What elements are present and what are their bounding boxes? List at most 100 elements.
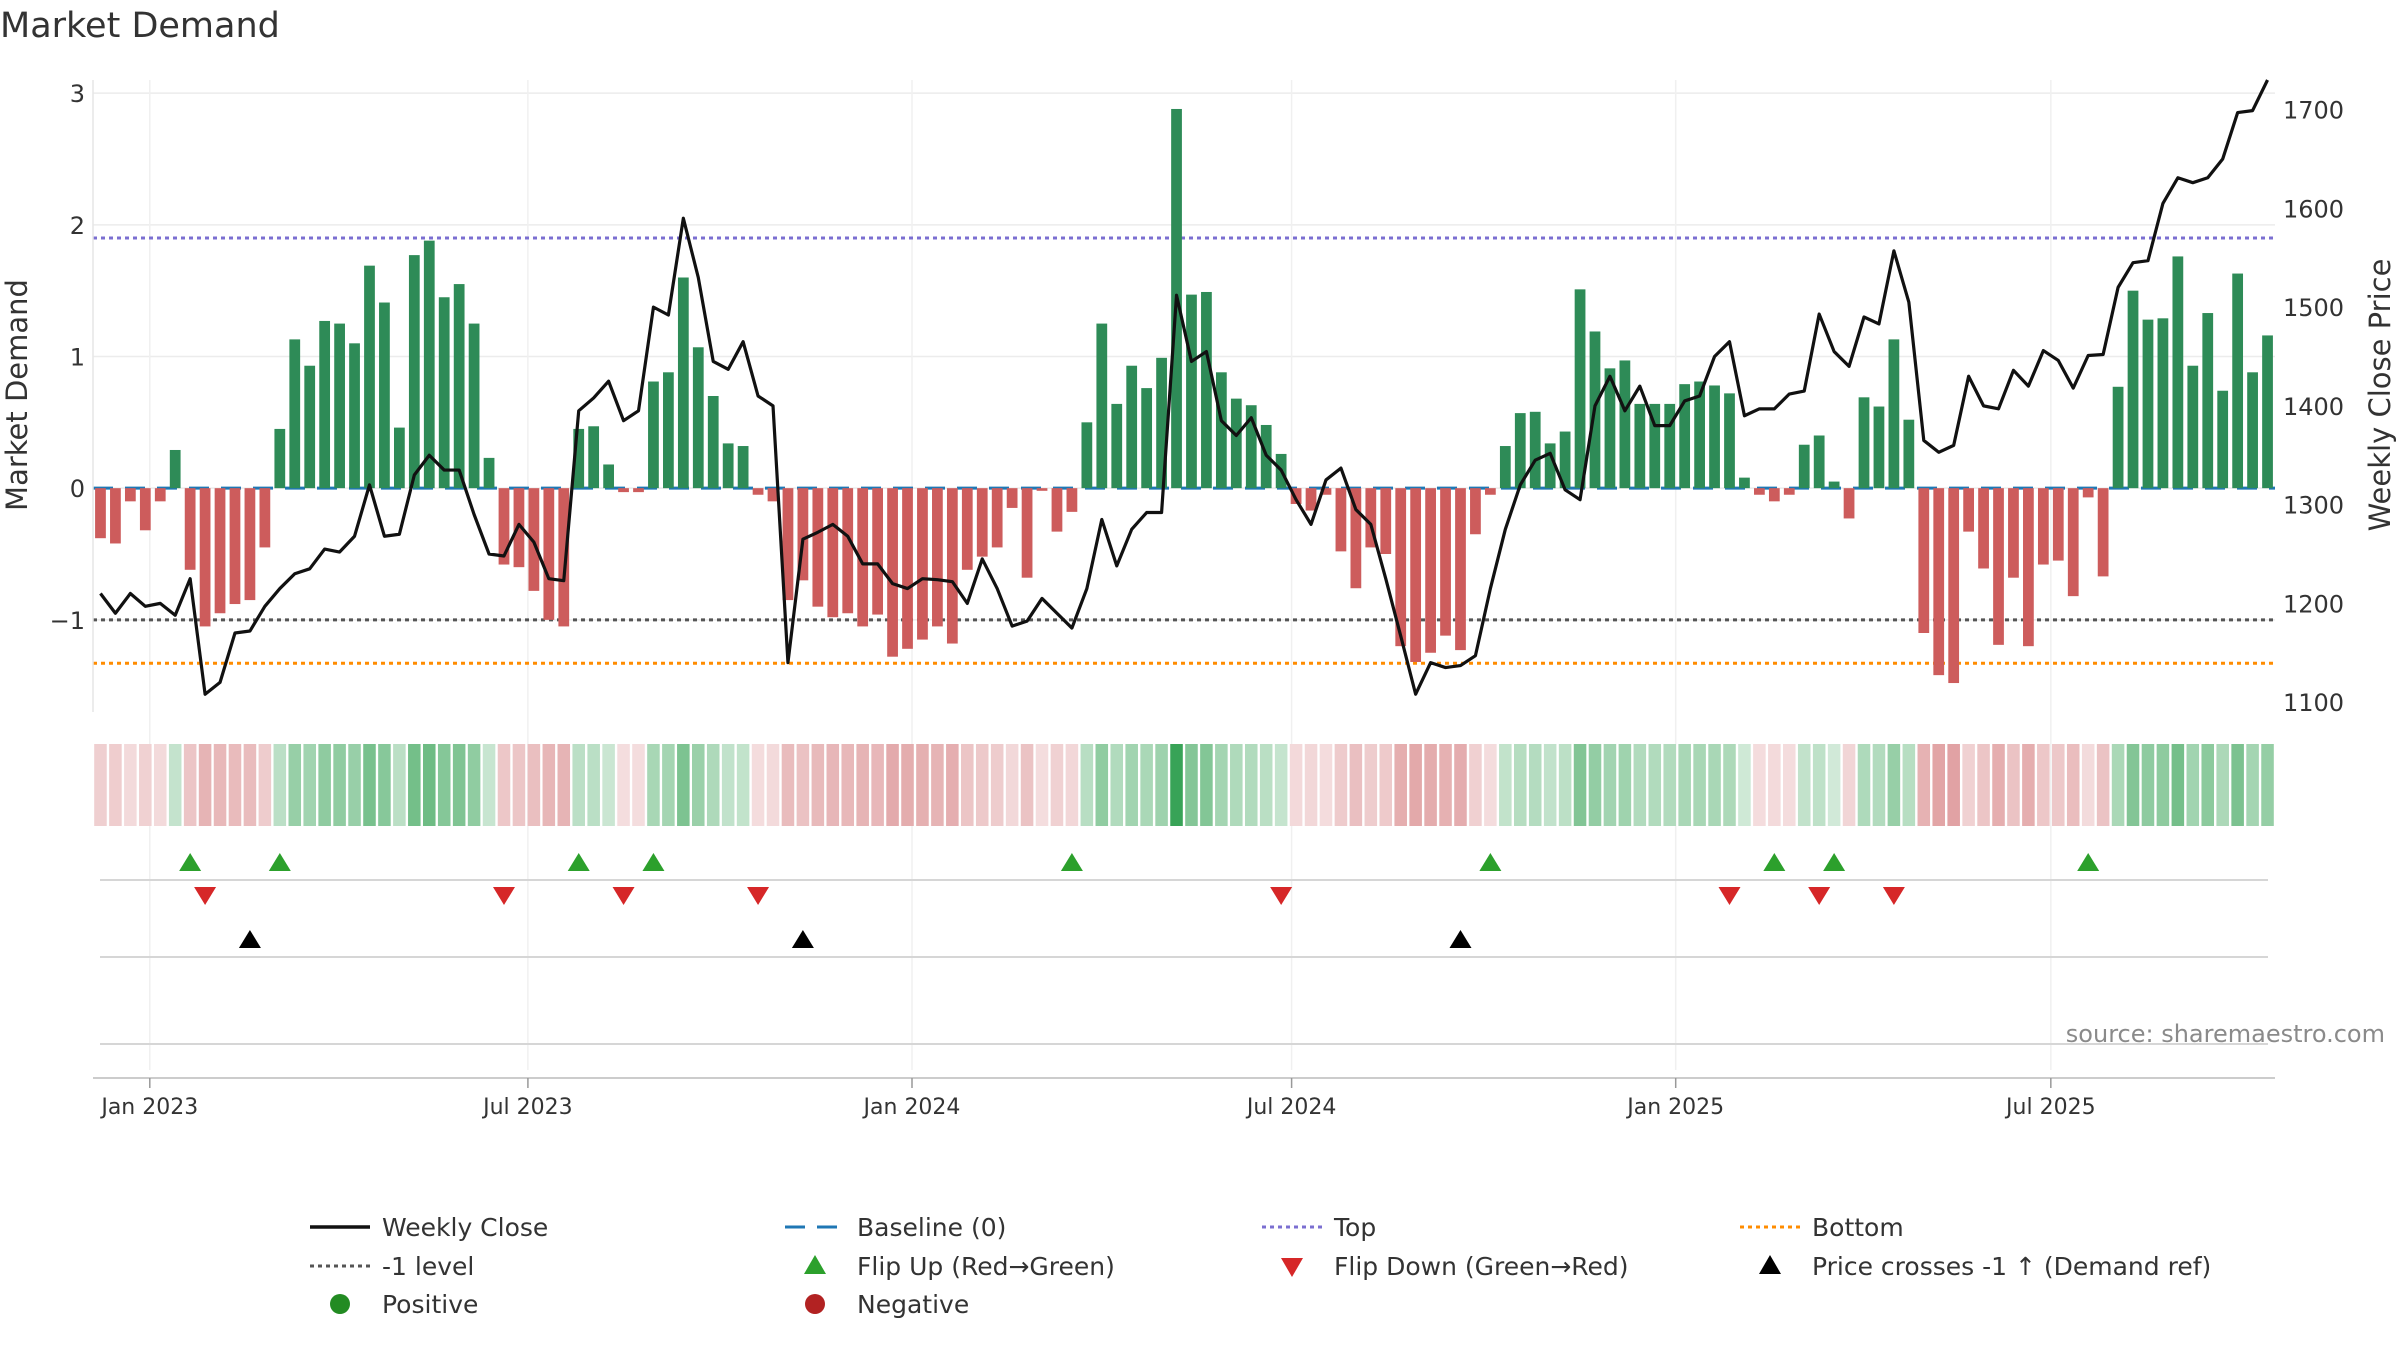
heat-cell [975, 744, 989, 826]
demand-bar [334, 323, 345, 489]
demand-bar [1798, 444, 1810, 489]
heat-cell [721, 744, 735, 826]
heat-cell [1020, 744, 1034, 826]
legend-swatch [1759, 1255, 1781, 1274]
price-line-layer [99, 79, 2269, 696]
heat-cell [2096, 744, 2110, 826]
heat-cell [393, 744, 406, 826]
heat-cell [1379, 744, 1393, 826]
heat-cell [527, 744, 541, 826]
heat-cell [1304, 744, 1318, 826]
x-tick-label: Jul 2025 [2004, 1095, 2096, 1120]
demand-bar [1141, 388, 1153, 489]
heat-cell [1783, 744, 1796, 826]
legend-label: Positive [382, 1290, 478, 1319]
heat-cell [1618, 744, 1632, 826]
heat-cell [452, 744, 466, 826]
demand-bar [737, 446, 749, 489]
heat-cell [1259, 744, 1273, 826]
demand-bar [184, 488, 196, 570]
demand-bar [707, 396, 719, 489]
demand-bar [1888, 339, 1900, 489]
legend-item: Positive [330, 1290, 478, 1319]
event-markers [100, 853, 2268, 1045]
heat-cell [1768, 744, 1781, 826]
flip-down-marker [1718, 887, 1741, 905]
heat-cell [2007, 744, 2020, 826]
demand-bar [2247, 372, 2258, 489]
heat-cell [1469, 744, 1482, 826]
heat-cell [2022, 744, 2035, 826]
demand-bar [229, 488, 241, 605]
demand-bar [1813, 435, 1825, 489]
heat-cell [1170, 744, 1183, 826]
demand-bar [1440, 488, 1451, 636]
heat-cell [378, 744, 391, 826]
heat-cell [961, 744, 974, 826]
heat-cell [198, 744, 212, 826]
demand-bar [1380, 488, 1392, 554]
heat-cell [2261, 744, 2274, 826]
demand-bar [1006, 488, 1018, 508]
demand-bar [633, 488, 644, 493]
demand-bar [1873, 406, 1885, 489]
demand-bar [1230, 398, 1242, 489]
demand-bar [438, 297, 450, 489]
demand-bar [1305, 488, 1317, 511]
heat-cell [1513, 744, 1527, 826]
flip-down-marker [747, 887, 770, 905]
heat-cell [153, 744, 167, 826]
demand-bar [498, 488, 510, 565]
heat-cell [422, 744, 436, 826]
chart-title: Market Demand [0, 6, 280, 46]
heat-cell [1364, 744, 1378, 826]
y-tick-left: 2 [70, 212, 85, 240]
demand-bar [2023, 488, 2034, 647]
legend-item: Price crosses -1 ↑ (Demand ref) [1759, 1252, 2211, 1281]
demand-bar [618, 488, 629, 493]
heat-cell [781, 744, 795, 826]
legend-item: Flip Down (Green→Red) [1281, 1252, 1629, 1281]
demand-bar [2037, 488, 2049, 565]
demand-bar [1470, 488, 1481, 535]
heat-cell [1215, 744, 1228, 826]
weekly-close-line [99, 79, 2269, 696]
demand-bar [1201, 291, 1212, 489]
demand-bar [872, 488, 883, 615]
demand-bar [110, 488, 121, 544]
demand-bar [543, 488, 555, 620]
heat-cell [2141, 744, 2155, 826]
heat-cell [2216, 744, 2229, 826]
heat-cell [467, 744, 481, 826]
source-attribution: source: sharemaestro.com [2066, 1020, 2385, 1048]
heat-cell [1274, 744, 1288, 826]
demand-bar [1679, 384, 1691, 489]
heat-cell [1454, 744, 1467, 826]
heat-cell [437, 744, 451, 826]
demand-bar [468, 323, 480, 489]
heat-cell [1992, 744, 2005, 826]
heat-cell [1543, 744, 1557, 826]
heat-cell [348, 744, 361, 826]
demand-bar [1544, 443, 1556, 489]
heat-cell [1753, 744, 1766, 826]
heat-cell [542, 744, 556, 826]
grid-layer [93, 80, 2275, 1070]
heat-cell [871, 744, 884, 826]
demand-bar [1574, 289, 1586, 489]
heat-cell [617, 744, 630, 826]
heat-cell [662, 744, 675, 826]
heat-cell [2201, 744, 2215, 826]
heat-cell [273, 744, 287, 826]
legend-label: Flip Up (Red→Green) [857, 1252, 1115, 1281]
heat-cell [2126, 744, 2140, 826]
demand-bar [1350, 488, 1362, 589]
demand-bar [1664, 403, 1676, 489]
legend-item: Top [1262, 1213, 1376, 1242]
demand-bar [812, 488, 824, 607]
demand-bar [2008, 488, 2019, 578]
heat-cell [632, 744, 645, 826]
heat-cell [168, 744, 182, 826]
demand-bar [199, 488, 211, 627]
